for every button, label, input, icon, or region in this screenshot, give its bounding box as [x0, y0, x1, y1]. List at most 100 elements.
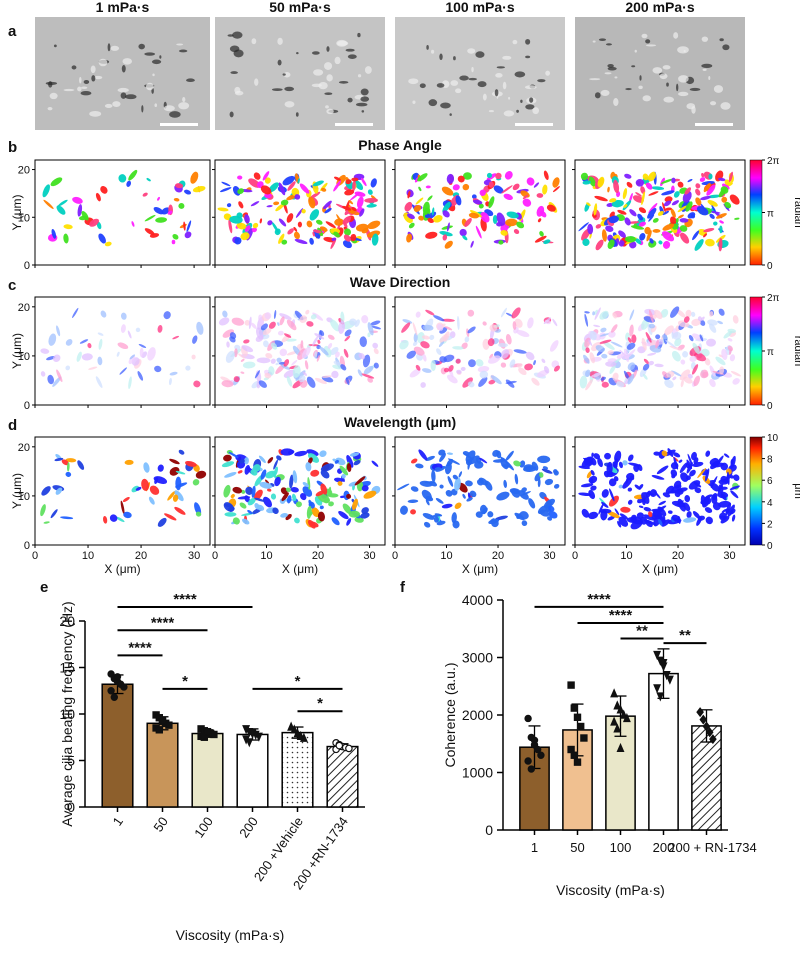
map-texture: [323, 200, 332, 210]
map-texture: [429, 334, 435, 341]
map-texture: [613, 476, 619, 482]
map-texture: [623, 204, 628, 208]
map-texture: [55, 487, 63, 495]
map-texture: [163, 311, 171, 320]
map-texture: [77, 204, 83, 217]
map-texture: [608, 330, 616, 338]
map-texture: [425, 231, 438, 239]
cell-texture: [645, 39, 651, 44]
cell-texture: [607, 66, 617, 71]
cell-texture: [151, 59, 162, 65]
map-texture: [441, 186, 454, 196]
map-texture: [616, 381, 625, 388]
y-tick-label: 2000: [462, 707, 493, 723]
map-texture: [642, 363, 650, 371]
map-texture: [486, 172, 493, 179]
map-texture: [234, 237, 242, 245]
cell-texture: [594, 92, 601, 99]
map-texture: [652, 217, 659, 223]
map-texture: [454, 502, 462, 509]
map-texture: [709, 378, 716, 388]
map-texture: [430, 360, 436, 372]
cell-texture: [121, 64, 126, 73]
map-texture: [580, 172, 589, 181]
map-texture: [338, 511, 349, 520]
map-texture: [505, 333, 512, 345]
map-texture: [671, 474, 676, 479]
map-texture: [595, 224, 602, 229]
cell-texture: [138, 43, 145, 50]
map-texture: [415, 197, 424, 205]
map-texture: [627, 373, 635, 385]
map-texture: [446, 173, 455, 184]
map-texture: [700, 195, 711, 201]
cell-texture: [702, 68, 707, 71]
map-texture: [523, 464, 534, 471]
map-texture: [232, 486, 243, 494]
panel-label: b: [8, 139, 17, 156]
x-axis-label: X (μm): [642, 562, 678, 576]
map-texture: [673, 191, 680, 198]
map-texture: [649, 345, 662, 353]
cell-texture: [467, 48, 476, 54]
x-tick-label: 100: [610, 840, 632, 855]
map-texture: [333, 231, 341, 238]
map-texture: [354, 517, 364, 523]
map-texture: [225, 350, 235, 363]
map-texture: [631, 334, 637, 344]
map-texture: [291, 359, 298, 366]
map-texture: [635, 178, 645, 187]
map-texture: [474, 461, 484, 469]
map-texture: [658, 240, 663, 245]
map-texture: [618, 240, 625, 247]
map-texture: [283, 369, 296, 378]
map-texture: [229, 336, 236, 343]
map-texture: [172, 335, 180, 340]
map-texture: [685, 309, 692, 318]
map-texture: [342, 240, 352, 249]
map-texture: [692, 342, 700, 355]
map-texture: [334, 218, 344, 226]
map-texture: [687, 178, 693, 183]
map-texture: [268, 321, 276, 329]
map-texture: [157, 324, 163, 333]
map-texture: [643, 514, 655, 521]
map-texture: [409, 368, 421, 378]
map-texture: [300, 340, 304, 349]
map-texture: [167, 210, 173, 215]
map-texture: [524, 363, 533, 371]
map-texture: [89, 218, 100, 227]
map-texture: [129, 354, 136, 360]
map-texture: [244, 495, 250, 503]
y-axis-label: Y (μm): [10, 333, 24, 369]
map-texture: [588, 339, 593, 346]
map-texture: [613, 179, 620, 194]
map-texture: [461, 342, 468, 350]
map-texture: [638, 505, 644, 509]
cell-texture: [176, 43, 184, 46]
map-texture: [320, 469, 330, 479]
cell-texture: [639, 75, 642, 81]
map-texture: [500, 230, 508, 236]
map-texture: [265, 352, 273, 359]
cell-texture: [625, 88, 632, 91]
map-texture: [460, 366, 466, 371]
map-texture: [278, 233, 285, 244]
map-texture: [433, 215, 443, 223]
x-tick-label: 200: [236, 814, 261, 840]
data-point: [299, 732, 308, 742]
map-texture: [184, 189, 192, 195]
map-texture: [65, 471, 72, 477]
map-texture: [609, 198, 617, 203]
map-texture: [677, 205, 687, 213]
map-texture: [60, 516, 74, 520]
colorbar-tick-label: π: [767, 209, 774, 220]
map-texture: [255, 327, 264, 340]
map-texture: [299, 315, 308, 323]
map-texture: [115, 516, 125, 523]
map-texture: [294, 517, 300, 524]
map-texture: [531, 461, 539, 471]
map-texture: [267, 457, 274, 464]
map-texture: [725, 502, 732, 516]
cell-texture: [713, 85, 724, 93]
